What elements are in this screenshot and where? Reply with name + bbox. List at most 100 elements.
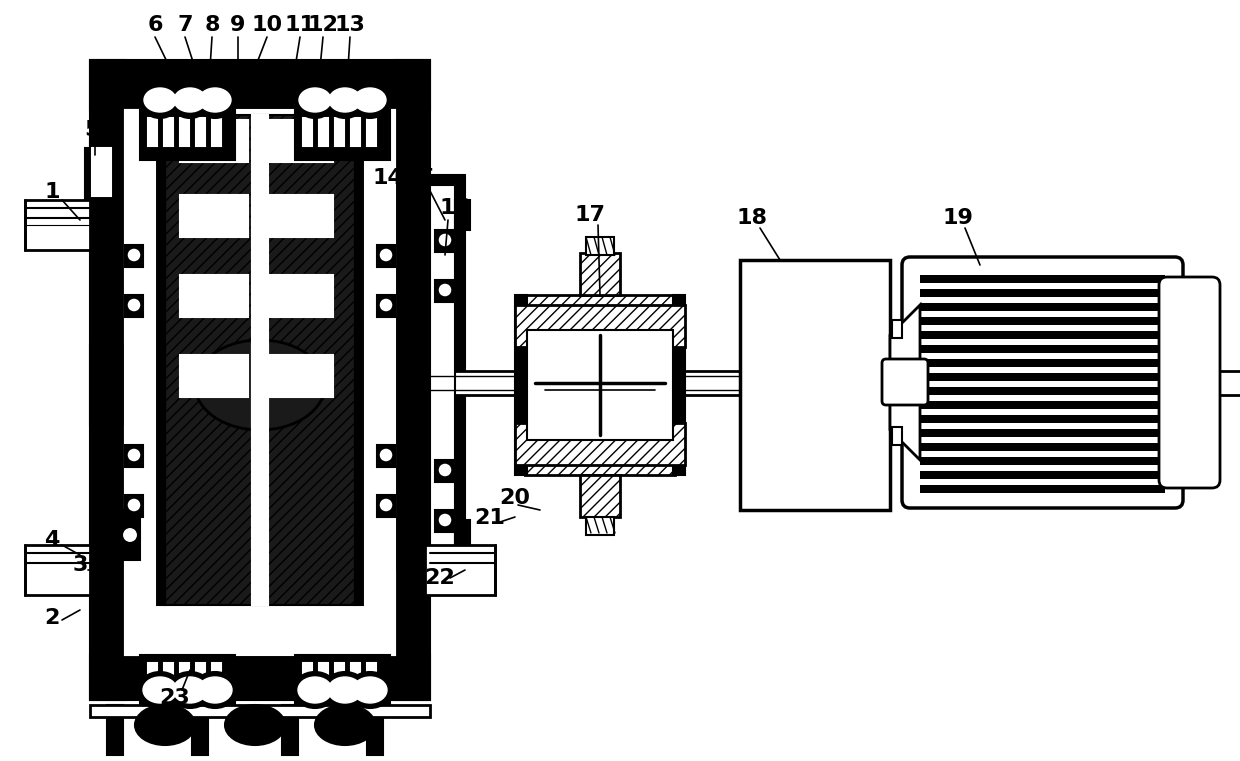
Text: 15: 15 — [404, 168, 435, 188]
Bar — [25, 545, 91, 595]
Bar — [140, 110, 236, 160]
Text: 7: 7 — [177, 15, 192, 35]
Bar — [892, 427, 901, 445]
Bar — [920, 415, 1166, 423]
Bar — [920, 429, 1166, 437]
Bar — [99, 148, 104, 196]
Bar — [180, 355, 248, 397]
Bar — [295, 655, 391, 705]
Bar — [260, 371, 315, 395]
Bar — [91, 60, 430, 110]
Circle shape — [379, 448, 393, 462]
Bar — [515, 423, 684, 465]
Bar — [920, 485, 1166, 493]
Bar — [25, 200, 91, 250]
Bar — [587, 237, 614, 255]
Bar — [164, 118, 174, 146]
Text: 22: 22 — [424, 568, 455, 588]
Ellipse shape — [350, 82, 391, 118]
Bar — [91, 705, 430, 717]
Bar — [105, 148, 112, 196]
Circle shape — [379, 298, 393, 312]
Circle shape — [438, 463, 453, 477]
Bar — [148, 663, 157, 691]
Bar — [740, 260, 890, 510]
Text: 5: 5 — [84, 120, 99, 140]
Bar — [396, 175, 465, 570]
Ellipse shape — [143, 677, 177, 703]
Bar — [125, 295, 143, 317]
Bar — [91, 345, 430, 425]
Polygon shape — [890, 305, 920, 460]
Ellipse shape — [198, 88, 231, 112]
Circle shape — [122, 527, 138, 543]
Bar — [130, 185, 145, 555]
Text: 3: 3 — [72, 555, 88, 575]
Ellipse shape — [329, 677, 362, 703]
Bar — [303, 118, 312, 146]
Bar — [377, 495, 396, 517]
Bar — [265, 275, 334, 317]
FancyBboxPatch shape — [901, 257, 1183, 508]
Text: 11: 11 — [284, 15, 315, 35]
Ellipse shape — [353, 88, 386, 112]
Bar — [180, 120, 248, 162]
Text: 13: 13 — [335, 15, 366, 35]
Bar — [580, 475, 620, 517]
Bar — [920, 457, 1166, 465]
Circle shape — [126, 298, 141, 312]
Ellipse shape — [198, 677, 232, 703]
Ellipse shape — [195, 82, 236, 118]
Bar — [920, 303, 1166, 311]
Bar — [920, 275, 1166, 283]
Bar — [155, 115, 165, 605]
Bar — [367, 705, 383, 755]
Bar — [1211, 371, 1240, 395]
Bar — [265, 355, 334, 397]
Text: 4: 4 — [45, 530, 60, 550]
Ellipse shape — [135, 705, 195, 745]
Bar — [335, 118, 343, 146]
Bar — [180, 195, 248, 237]
Ellipse shape — [325, 82, 365, 118]
Text: 18: 18 — [737, 208, 768, 228]
Bar — [367, 663, 376, 691]
Bar — [890, 371, 910, 395]
Bar — [587, 517, 614, 535]
Ellipse shape — [195, 340, 325, 430]
Bar — [430, 185, 455, 560]
Circle shape — [126, 498, 141, 512]
Bar — [164, 663, 174, 691]
Bar — [430, 371, 740, 395]
Circle shape — [438, 233, 453, 247]
Bar — [515, 305, 684, 347]
Bar — [374, 185, 391, 555]
Bar — [673, 295, 684, 475]
Ellipse shape — [295, 82, 335, 118]
Bar — [435, 280, 455, 302]
Text: 2: 2 — [45, 608, 60, 628]
Ellipse shape — [298, 677, 332, 703]
Circle shape — [438, 513, 453, 527]
Circle shape — [379, 248, 393, 262]
Circle shape — [379, 498, 393, 512]
Bar — [920, 359, 1166, 367]
Bar — [580, 253, 620, 295]
Bar — [192, 705, 208, 755]
Bar — [281, 705, 298, 755]
Bar — [920, 317, 1166, 325]
Bar — [180, 118, 188, 146]
Ellipse shape — [140, 82, 180, 118]
Bar — [125, 110, 155, 655]
Ellipse shape — [138, 672, 182, 708]
Text: 14: 14 — [372, 168, 403, 188]
Bar — [92, 148, 97, 196]
Ellipse shape — [293, 672, 337, 708]
Text: 16: 16 — [439, 198, 470, 218]
Bar — [125, 245, 143, 267]
Bar — [920, 331, 1166, 339]
Bar — [455, 200, 470, 230]
Bar — [365, 110, 396, 655]
Bar — [130, 350, 391, 420]
Text: 8: 8 — [205, 15, 219, 35]
